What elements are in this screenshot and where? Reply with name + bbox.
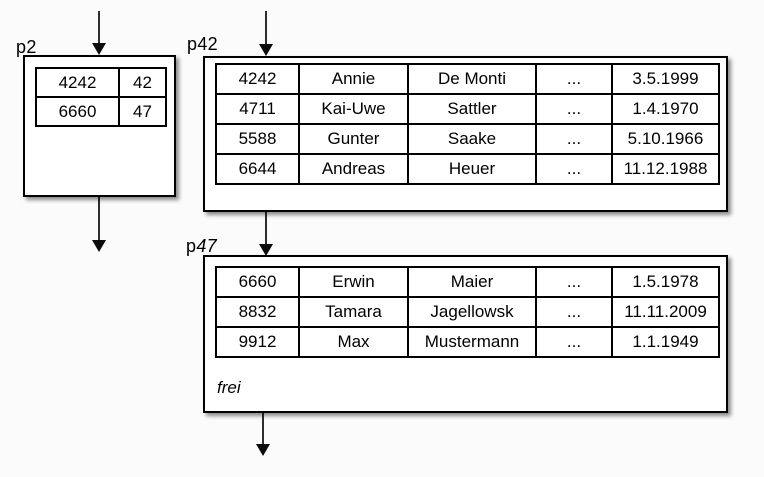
arrow-head (259, 44, 273, 56)
arrow-head (92, 240, 106, 252)
table-cell: 4242 (215, 63, 300, 95)
table-cell: Gunter (298, 123, 409, 155)
table-cell: 42 (118, 67, 167, 98)
table-cell: Andreas (298, 153, 409, 185)
table-cell: ... (535, 93, 613, 125)
table-cell: 3.5.1999 (611, 63, 720, 95)
page-label-number: 2 (26, 37, 37, 57)
arrow-shaft (262, 413, 264, 445)
arrow-out-of-p47-icon (255, 413, 271, 456)
table-row: 8832 Tamara Jagellowsk... 11.11.2009 (215, 296, 720, 328)
table-row: 6660 47 (35, 96, 167, 127)
page-box-p2: 4242 42 6660 47 (23, 55, 176, 197)
table-cell: 8832 (215, 296, 300, 328)
table-row: 6660 Erwin Maier... 1.5.1978 (215, 266, 720, 298)
arrow-shaft (265, 11, 267, 45)
table-cell: ... (535, 153, 613, 185)
table-cell: De Monti (407, 63, 537, 95)
page-table-p42: 4242 Annie De Monti... 3.5.1999 4711 Kai-Uwe S… (215, 63, 720, 185)
arrow-shaft (98, 11, 100, 44)
page-label-p42: p42 (187, 34, 218, 55)
table-cell: 11.12.1988 (611, 153, 720, 185)
page-label-p2: p2 (16, 37, 37, 58)
page-label-prefix: p (186, 236, 197, 256)
arrow-shaft (98, 197, 100, 241)
page-box-p47: 6660 Erwin Maier... 1.5.1978 8832 Tamara Jagel… (203, 255, 728, 413)
arrow-head (92, 43, 106, 55)
table-cell: Mustermann (407, 326, 537, 358)
table-cell: Annie (298, 63, 409, 95)
table-cell: Maier (407, 266, 537, 298)
page-table-p2: 4242 42 6660 47 (35, 67, 167, 127)
table-body: 6660 Erwin Maier... 1.5.1978 8832 Tamara Jagel… (215, 266, 720, 358)
table-row: 4242 42 (35, 67, 167, 98)
table-cell: 6660 (215, 266, 300, 298)
arrow-out-of-p2-icon (91, 197, 107, 252)
table-cell: 5588 (215, 123, 300, 155)
arrow-into-p42-icon (258, 11, 274, 56)
table-cell: ... (535, 123, 613, 155)
table-cell: 47 (118, 96, 167, 127)
arrow-into-p2-icon (91, 11, 107, 55)
table-cell: Kai-Uwe (298, 93, 409, 125)
table-cell: ... (535, 326, 613, 358)
page-table-p47: 6660 Erwin Maier... 1.5.1978 8832 Tamara Jagel… (215, 266, 720, 358)
arrow-head (259, 244, 273, 256)
table-cell: 11.11.2009 (611, 296, 720, 328)
table-cell: ... (535, 266, 613, 298)
page-label-prefix: p (16, 37, 27, 57)
table-cell: Sattler (407, 93, 537, 125)
table-cell: 6644 (215, 153, 300, 185)
table-cell: 1.1.1949 (611, 326, 720, 358)
arrow-shaft (265, 212, 267, 245)
table-cell: 1.4.1970 (611, 93, 720, 125)
page-label-number: 42 (197, 34, 218, 54)
table-cell: ... (535, 63, 613, 95)
table-cell: Erwin (298, 266, 409, 298)
table-row: 9912 Max Mustermann... 1.1.1949 (215, 326, 720, 358)
table-row: 5588 Gunter Saake... 5.10.1966 (215, 123, 720, 155)
table-body: 4242 42 6660 47 (35, 67, 167, 127)
table-row: 6644 Andreas Heuer... 11.12.1988 (215, 153, 720, 185)
table-body: 4242 Annie De Monti... 3.5.1999 4711 Kai-Uwe S… (215, 63, 720, 185)
table-cell: Jagellowsk (407, 296, 537, 328)
page-label-prefix: p (187, 34, 198, 54)
table-row: 4242 Annie De Monti... 3.5.1999 (215, 63, 720, 95)
page-box-p42: 4242 Annie De Monti... 3.5.1999 4711 Kai-Uwe S… (203, 56, 728, 212)
table-cell: Saake (407, 123, 537, 155)
table-cell: Heuer (407, 153, 537, 185)
table-cell: 1.5.1978 (611, 266, 720, 298)
free-space-label: frei (217, 378, 241, 397)
table-cell: Max (298, 326, 409, 358)
table-cell: 6660 (35, 96, 120, 127)
table-cell: 4711 (215, 93, 300, 125)
table-row: 4711 Kai-Uwe Sattler... 1.4.1970 (215, 93, 720, 125)
table-cell: Tamara (298, 296, 409, 328)
page-label-p47: p47 (186, 236, 217, 257)
table-cell: ... (535, 296, 613, 328)
table-cell: 9912 (215, 326, 300, 358)
table-cell: 4242 (35, 67, 120, 98)
page-label-number: 47 (196, 236, 217, 256)
arrow-head (256, 444, 270, 456)
table-cell: 5.10.1966 (611, 123, 720, 155)
arrow-p42-to-p47-icon (258, 212, 274, 256)
